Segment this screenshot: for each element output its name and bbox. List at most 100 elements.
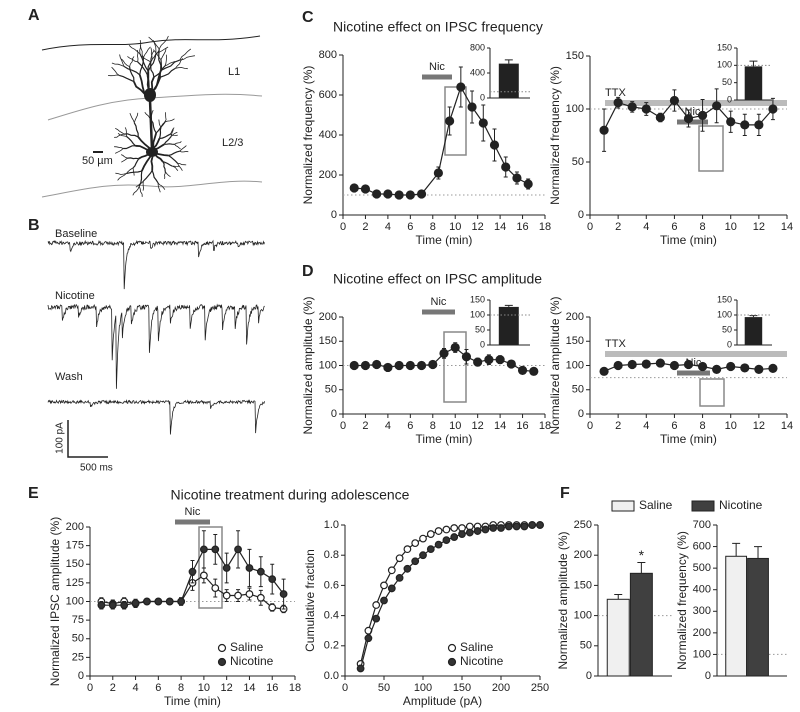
panel-title: Nicotine effect on IPSC amplitude [333,271,542,287]
ttx-label: TTX [605,338,626,350]
significance-label: * [639,547,645,563]
data-point [481,525,490,534]
highlight-box [198,526,223,609]
legend-swatch [611,500,635,512]
x-tick-label: 8 [178,682,184,694]
data-point [234,545,242,554]
data-point [501,162,511,172]
error-bar [637,561,646,574]
data-point [768,104,778,114]
data-point [489,524,498,532]
y-tick-label: 50 [572,384,584,396]
dendrite [151,138,161,153]
dendrite [132,158,140,169]
panel-letter: F [560,485,570,502]
dendrite [151,170,159,184]
x-tick-label: 10 [725,221,737,233]
data-point [442,536,451,544]
data-point [517,365,528,375]
data-point [394,190,404,200]
y-tick-label: 600 [319,89,337,101]
y-tick-label: 0 [578,209,584,221]
dendrite [164,61,176,67]
ttx-bar [605,100,787,106]
dendrite [159,133,171,139]
data-point [383,189,393,199]
data-point [489,140,500,150]
highlight-box [443,331,467,403]
data-point [512,522,521,531]
y-tick-label: 400 [319,129,337,141]
y-tick-label: 200 [319,169,337,181]
data-point [726,361,736,372]
x-tick-label: 10 [725,420,737,432]
y-tick-label: 0 [586,670,592,682]
y-tick-label: 50 [325,384,337,396]
dendrite [117,173,127,181]
y-tick-label: 50 [572,156,584,168]
x-tick-label: 8 [430,420,436,432]
dendrite [126,167,134,173]
x-tick-label: 8 [430,221,436,233]
x-tick-label: 12 [753,420,765,432]
data-point [349,183,359,193]
dendrite [172,165,179,171]
data-point [473,357,483,367]
dendrite [140,55,151,63]
x-tick-label: 16 [266,682,278,694]
data-point [712,364,722,374]
panel-title: Nicotine effect on IPSC frequency [333,19,543,35]
dendrite [164,171,171,178]
data-point [364,634,373,643]
dendrite [170,131,178,137]
dendrite [177,163,187,166]
highlight-box [698,125,724,172]
scale-label: 100 pA [55,422,66,454]
dendrite [174,144,181,150]
inset-y-tick-label: 100 [717,309,732,319]
panel-title: Nicotine treatment during adolescence [171,487,410,503]
y-tick-label: 100 [574,610,592,622]
dendrite [150,110,154,121]
data-point [394,360,404,371]
data-point [372,359,382,370]
data-point [697,361,708,372]
dendrite [164,112,167,123]
inset-error-bar [749,60,758,67]
y-axis-label: Normalized frequency (%) [675,531,689,670]
dendrite [150,47,153,60]
y-tick-label: 400 [693,584,711,596]
inset-error-bar [504,304,513,307]
layer-label: L2/3 [222,137,243,149]
data-point [405,360,415,371]
x-tick-label: 0 [87,682,93,694]
x-tick-label: 0 [340,420,346,432]
x-tick-label: 6 [671,221,677,233]
dendrite [129,56,135,67]
inset-error-bar [504,59,513,64]
y-tick-label: 1.0 [324,519,339,531]
y-tick-label: 200 [574,549,592,561]
dendrite [152,49,162,60]
y-tick-label: 50 [72,633,84,645]
dendrite [162,161,173,167]
x-tick-label: 0 [340,221,346,233]
dendrite [157,182,166,190]
data-point [458,530,466,538]
data-point [426,530,435,538]
inset-bar [744,66,763,100]
data-point [222,564,231,572]
x-tick-label: 14 [494,420,506,432]
dendrite [164,54,167,67]
data-point [627,359,637,370]
dendrite [168,154,179,164]
y-tick-label: 0 [705,670,711,682]
data-point [131,599,140,607]
x-tick-label: 18 [539,221,551,233]
dendrite [120,154,129,159]
data-point [669,360,680,371]
nic-label: Nic [429,61,445,73]
data-point [416,360,427,371]
